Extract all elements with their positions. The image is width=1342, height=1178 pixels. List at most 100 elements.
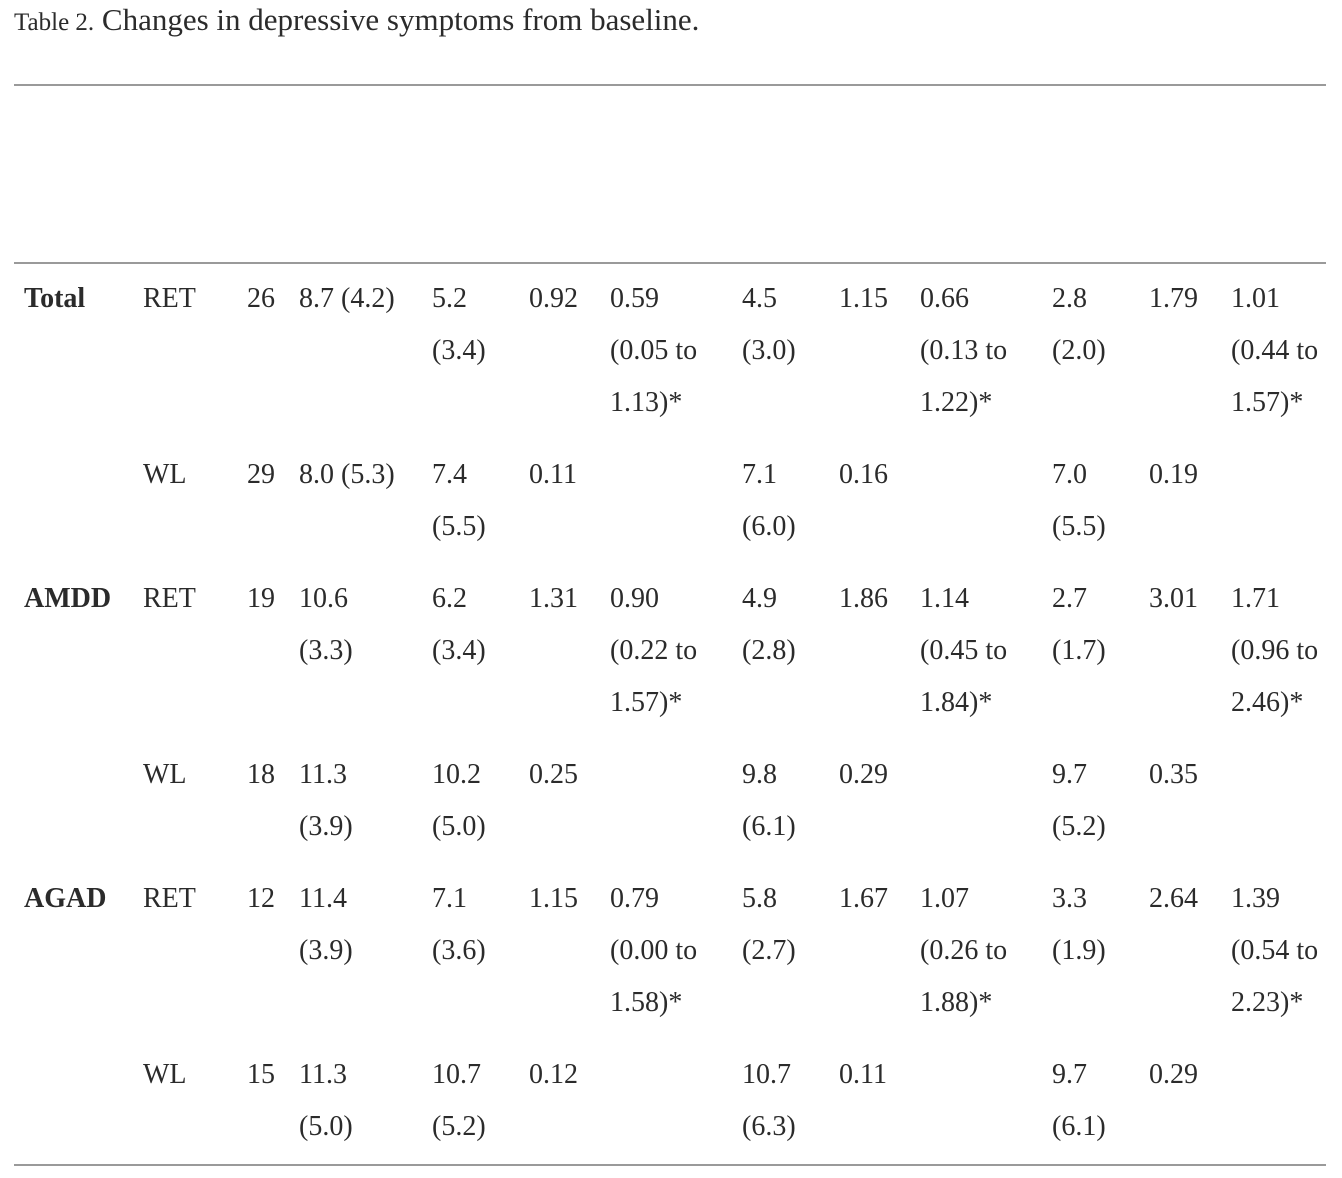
header-cell [529,95,610,251]
table-cell: 0.59 (0.05 to 1.13)* [610,273,742,429]
cell-line: 2.8 [1052,283,1087,314]
cell-line: AGAD [24,883,107,914]
cell-line: RET [143,283,196,314]
cell-line [610,147,742,199]
cell-line: 9.7 [1052,759,1087,790]
cell-line: WL [143,459,187,490]
cell-line [143,95,247,147]
table-cell: 19 [247,573,299,729]
cell-line: (0.45 to [920,635,1008,666]
table-cell: 7.4 (5.5) [432,449,529,553]
table-cell: 0.90 (0.22 to 1.57)* [610,573,742,729]
table-cell: 0.79 (0.00 to 1.58)* [610,873,742,1029]
cell-line: 0.59 [610,283,659,314]
header-cell [14,95,143,251]
cell-line: 11.3 [299,759,347,790]
cell-line: 29 [247,459,275,490]
cell-line [432,147,529,199]
table-cell: 1.07 (0.26 to 1.88)* [920,873,1052,1029]
cell-line: 5.8 [742,883,777,914]
cell-line: 1.79 [1149,283,1198,314]
cell-line: 1.71 [1231,583,1280,614]
cell-line [920,95,1052,147]
cell-line: 1.88)* [920,987,993,1018]
cell-line [610,95,742,147]
cell-line: 0.19 [1149,459,1198,490]
table-cell: 0.92 [529,273,610,429]
cell-line: (2.8) [742,635,796,666]
cell-line: (1.9) [1052,935,1106,966]
table-cell: 10.7 (5.2) [432,1049,529,1153]
cell-line: (5.2) [1052,811,1106,842]
table-cell: 2.7 (1.7) [1052,573,1149,729]
cell-line: 10.6 [299,583,348,614]
header-cell [1231,95,1326,251]
cell-line: (0.00 to [610,935,698,966]
cell-line [839,95,920,147]
table-cell: 0.66 (0.13 to 1.22)* [920,273,1052,429]
cell-line [247,95,299,147]
cell-line: (0.22 to [610,635,698,666]
cell-line [742,95,839,147]
cell-line: (3.4) [432,335,486,366]
cell-line: 11.4 [299,883,347,914]
cell-line: (5.2) [432,1111,486,1142]
header-cell [1052,95,1149,251]
cell-line: 0.11 [529,459,577,490]
table-row: WL 15 11.3 (5.0) 10.7 (5.2) 0.12 10.7 (6.3) 0.11 9… [14,1049,1326,1164]
cell-line: 7.4 [432,459,467,490]
table-cell: RET [143,873,247,1029]
cell-line: 1.22)* [920,387,993,418]
table-cell: 0.29 [839,749,920,853]
table-cell: 0.25 [529,749,610,853]
cell-line: (5.5) [432,511,486,542]
cell-line: 12 [247,883,275,914]
table-cell: 8.0 (5.3) [299,449,432,553]
table-cell [1231,1049,1326,1153]
table-cell: 4.5 (3.0) [742,273,839,429]
table-cell [610,449,742,553]
table-row: AGAD RET 12 11.4 (3.9) 7.1 (3.6) 1.15 0.79 (0.00 … [14,873,1326,1049]
cell-line [1052,147,1149,199]
cell-line: (0.44 to [1231,335,1319,366]
cell-line: 26 [247,283,275,314]
table-cell: 6.2 (3.4) [432,573,529,729]
cell-line: 1.67 [839,883,888,914]
cell-line: (5.0) [432,811,486,842]
cell-line: 0.66 [920,283,969,314]
table-cell: AMDD [14,573,143,729]
table-cell: RET [143,573,247,729]
cell-line: 1.58)* [610,987,683,1018]
table-cell: 1.14 (0.45 to 1.84)* [920,573,1052,729]
cell-line: WL [143,1059,187,1090]
table-cell: 18 [247,749,299,853]
cell-line: 4.5 [742,283,777,314]
cell-line: 1.15 [839,283,888,314]
cell-line [920,147,1052,199]
table-cell: 3.01 [1149,573,1231,729]
table-cell: 3.3 (1.9) [1052,873,1149,1029]
table-cell: 1.71 (0.96 to 2.46)* [1231,573,1326,729]
table-cell [14,449,143,553]
table-cell: 7.1 (6.0) [742,449,839,553]
table-caption: Table 2. Changes in depressive symptoms … [14,2,699,38]
table-cell: 26 [247,273,299,429]
table-cell: 8.7 (4.2) [299,273,432,429]
cell-line: 2.7 [1052,583,1087,614]
cell-line: 0.29 [839,759,888,790]
table-cell: 1.15 [529,873,610,1029]
cell-line: 0.16 [839,459,888,490]
cell-line: 1.84)* [920,687,993,718]
cell-line [1231,199,1326,251]
cell-line: (2.7) [742,935,796,966]
cell-line: (5.0) [299,1111,353,1142]
header-cell [1149,95,1231,251]
cell-line: 10.2 [432,759,481,790]
table-cell: 11.3 (3.9) [299,749,432,853]
cell-line: 10.7 [742,1059,791,1090]
table-cell: 1.39 (0.54 to 2.23)* [1231,873,1326,1029]
table-cell: 2.64 [1149,873,1231,1029]
cell-line: 1.57)* [610,687,683,718]
table-cell: 0.11 [529,449,610,553]
